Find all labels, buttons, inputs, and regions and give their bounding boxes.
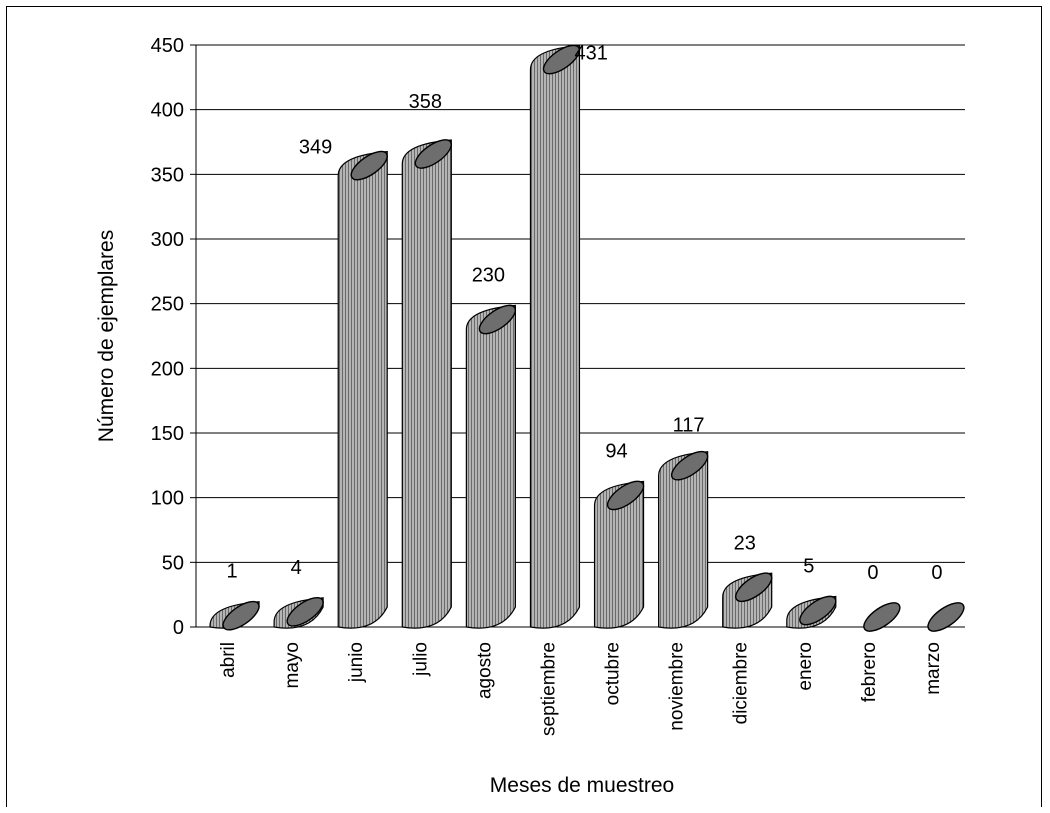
bar (209, 600, 260, 631)
bar (593, 480, 645, 629)
x-category-label: junio (346, 642, 367, 683)
bar (927, 602, 965, 632)
y-tick-label: 400 (151, 100, 184, 122)
x-category-label: febrero (859, 642, 880, 702)
bar-top-cap (478, 304, 517, 335)
bar-top-cap (606, 480, 645, 511)
x-category-label: enero (795, 642, 816, 691)
data-label: 5 (803, 556, 814, 578)
x-category-label: noviembre (667, 642, 688, 731)
y-tick-label: 350 (151, 164, 184, 186)
y-tick-label: 150 (151, 423, 184, 445)
y-tick-label: 250 (151, 294, 184, 316)
data-label: 117 (673, 415, 705, 437)
y-tick-label: 0 (173, 617, 184, 639)
bar (529, 44, 581, 629)
bar (786, 595, 837, 629)
y-tick-label: 300 (151, 229, 184, 251)
data-label: 431 (574, 43, 607, 65)
bar (658, 450, 709, 629)
y-tick-label: 50 (162, 552, 184, 574)
y-axis-ticks: 0 50 100 150 200 250 300 350 400 450 (151, 35, 184, 639)
x-axis-label: Meses de muestreo (490, 774, 674, 797)
chart-frame (6, 6, 1042, 807)
data-label: 23 (734, 532, 756, 554)
data-label: 4 (291, 557, 302, 579)
bar (273, 597, 324, 629)
x-axis-categories: abril mayo junio julio agosto septiembre octub… (218, 642, 944, 736)
bar (401, 139, 452, 629)
bar-body (337, 150, 388, 629)
bar (722, 572, 773, 629)
y-tick-label: 200 (151, 358, 184, 380)
bar (863, 602, 901, 632)
bar-top-cap (414, 139, 452, 169)
x-category-label: abril (218, 642, 239, 678)
x-category-label: julio (410, 642, 431, 677)
y-tick-label: 450 (151, 35, 184, 57)
x-category-label: diciembre (731, 642, 752, 724)
bar-top-cap (286, 597, 324, 627)
bars (209, 44, 965, 632)
gridlines (190, 44, 965, 628)
data-label: 0 (867, 562, 878, 584)
bar-body (401, 139, 452, 629)
y-tick-label: 100 (151, 488, 184, 510)
data-label: 1 (226, 561, 237, 583)
bar-top-cap (799, 595, 837, 626)
bar-body (529, 44, 581, 629)
bar-top-cap (927, 602, 965, 632)
x-category-label: agosto (474, 642, 495, 699)
y-axis-label: Número de ejemplares (95, 230, 118, 442)
data-label: 94 (605, 440, 627, 462)
data-label: 0 (931, 562, 942, 584)
bar-top-cap (670, 450, 709, 481)
bar (465, 304, 517, 629)
bar-body (658, 451, 709, 629)
bar-body (465, 304, 516, 629)
bar-top-cap (222, 600, 260, 631)
x-category-label: mayo (282, 642, 303, 688)
data-label: 349 (299, 137, 332, 159)
x-category-label: septiembre (538, 642, 559, 736)
bar-top-cap (735, 572, 773, 603)
bar-top-cap (542, 44, 581, 75)
bar-top-cap (350, 150, 388, 181)
bar-top-cap (863, 602, 901, 632)
data-label: 358 (409, 91, 442, 113)
bar-body (593, 480, 645, 629)
x-category-label: octubre (603, 642, 624, 705)
data-labels: 1 4 349 358 230 431 94 117 23 5 0 0 (226, 43, 942, 584)
bar (337, 150, 388, 629)
data-label: 230 (472, 265, 505, 287)
x-category-label: marzo (923, 642, 944, 695)
